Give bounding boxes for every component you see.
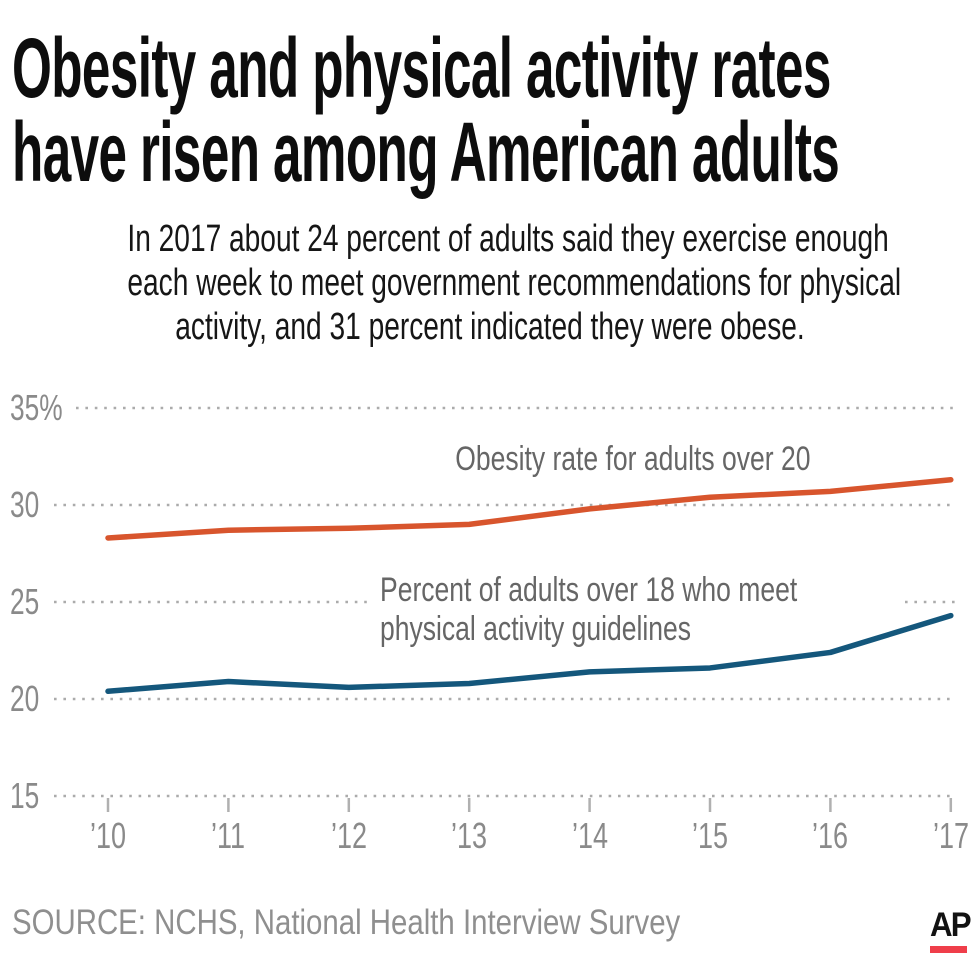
x-axis-label-2015: ’15 — [691, 815, 729, 856]
series-label-activity-line-1: Percent of adults over 18 who meet — [380, 571, 798, 609]
subtitle: In 2017 about 24 percent of adults said … — [0, 217, 980, 349]
x-axis-label-2012: ’12 — [330, 815, 367, 856]
x-axis-label-2016: ’16 — [812, 815, 849, 856]
series-line-obesity — [105, 477, 954, 541]
title-line-2: have risen among American adults — [12, 105, 840, 199]
y-axis-label-35: 35% — [10, 387, 63, 428]
x-axis-label-2014: ’14 — [571, 815, 608, 856]
y-axis-label-20: 20 — [10, 678, 40, 719]
subtitle-line-2: each week to meet government recommendat… — [127, 262, 902, 304]
x-axis-label-2017: ’17 — [932, 815, 969, 856]
ap-logo-text: AP — [930, 906, 972, 944]
page-title: Obesity and physical activity rates have… — [12, 26, 980, 194]
series-label-obesity: Obesity rate for adults over 20 — [454, 440, 810, 478]
ap-logo: AP — [930, 908, 974, 953]
y-axis-label-15: 15 — [10, 775, 40, 816]
series-line-activity — [105, 612, 954, 694]
source-credit: SOURCE: NCHS, National Health Interview … — [12, 903, 681, 942]
x-axis-label-2011: ’11 — [211, 815, 246, 856]
ap-logo-underline — [930, 946, 967, 953]
subtitle-line-3: activity, and 31 percent indicated they … — [175, 306, 805, 348]
subtitle-line-1: In 2017 about 24 percent of adults said … — [127, 218, 889, 260]
series-label-activity-line-2: physical activity guidelines — [380, 610, 692, 648]
x-axis-label-2010: ’10 — [89, 815, 127, 856]
y-axis-label-30: 30 — [10, 484, 40, 525]
x-axis-label-2013: ’13 — [451, 815, 488, 856]
y-axis-label-25: 25 — [10, 581, 40, 622]
title-line-1: Obesity and physical activity rates — [12, 21, 831, 115]
series-label-activity: Percent of adults over 18 who meet physi… — [380, 571, 797, 649]
